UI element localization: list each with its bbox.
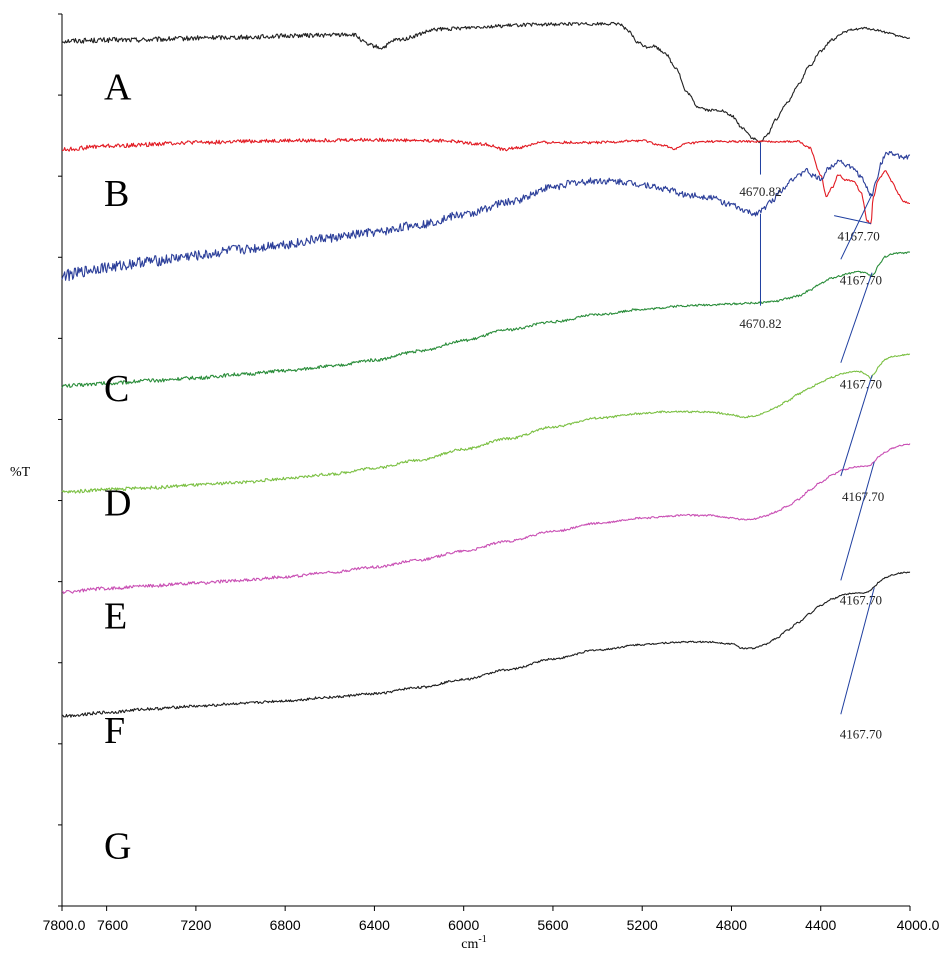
peak-label: 4670.82 [739,184,781,199]
series-line-C [61,150,911,282]
x-axis-ticks: 7800.0 7600 7200 6800 6400 6000 5600 5200 4800 44… [43,906,940,933]
x-tick-label: 5600 [537,917,568,933]
series-line-E [61,353,911,494]
panel-label-B: B [104,173,129,215]
panel-label-A: A [104,67,132,109]
peak-annotations: 4670.82 4167.70 4167.70 4670.82 4167.70 4167.… [739,142,884,741]
x-axis-title: cm-1 [461,934,486,952]
series-line-A [61,21,911,144]
x-tick-label: 5200 [627,917,658,933]
panel-label-E: E [104,596,127,638]
axes: 7800.0 7600 7200 6800 6400 6000 5600 5200 4800 44… [43,13,940,933]
y-axis-ticks [58,13,62,907]
spectra-series [61,21,911,718]
x-tick-label: 4000.0 [897,917,940,933]
annotation-leader-2 [840,193,873,260]
peak-label: 4167.70 [840,377,882,392]
x-tick-label: 6000 [448,917,479,933]
x-tick-label: 7200 [180,917,211,933]
panel-label-D: D [104,482,131,524]
panel-label-G: G [104,826,131,868]
peak-label: 4167.70 [842,489,884,504]
y-axis-title: %T [10,465,31,480]
series-line-F [61,443,911,595]
peak-label: 4167.70 [840,593,882,608]
annotation-leader-7 [840,587,875,715]
x-tick-label: 7800.0 [43,917,86,933]
annotation-leader-5 [840,375,873,477]
panel-labels: A B C D E F G [104,67,132,868]
x-axis-title-superscript: -1 [478,934,486,945]
peak-label: 4167.70 [840,272,882,287]
x-tick-label: 4400 [805,917,836,933]
panel-label-C: C [104,368,129,410]
peak-label: 4167.70 [840,726,882,741]
x-tick-label: 6400 [359,917,390,933]
x-tick-label: 4800 [716,917,747,933]
series-line-D [61,251,911,389]
panel-label-F: F [104,710,125,752]
annotation-leader-1 [834,215,872,225]
x-axis-title-text: cm [461,937,478,952]
peak-label: 4670.82 [739,316,781,331]
peak-label: 4167.70 [838,229,880,244]
series-line-G [61,571,911,718]
series-line-B [61,137,911,225]
x-tick-label: 6800 [270,917,301,933]
annotation-leader-4 [840,272,873,363]
x-tick-label: 7600 [97,917,128,933]
annotation-leader-6 [840,461,875,581]
